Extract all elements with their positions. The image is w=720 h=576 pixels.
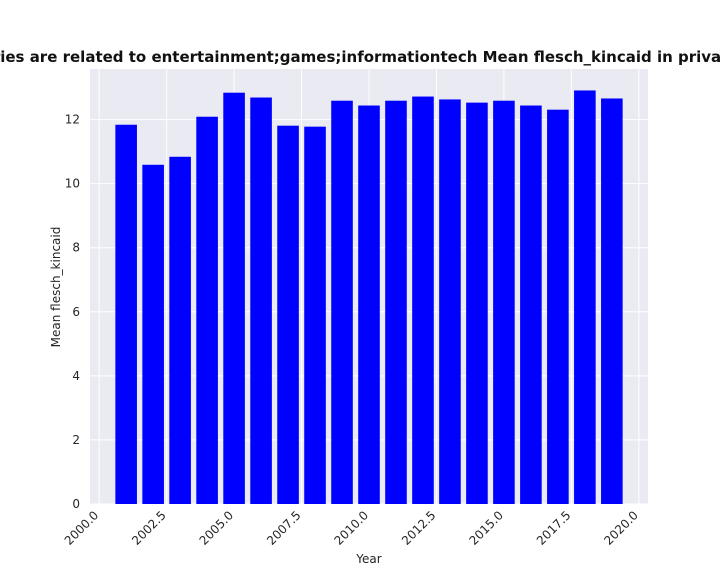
x-tick-label: 2020.0	[601, 508, 641, 548]
bar	[196, 116, 218, 505]
bar	[277, 125, 299, 504]
x-tick-label: 2012.5	[399, 508, 439, 548]
y-tick-label: 8	[72, 241, 80, 255]
x-tick-label: 2002.5	[129, 508, 169, 548]
x-tick-label: 2000.0	[62, 508, 102, 548]
y-tick-label: 2	[72, 433, 80, 447]
y-tick-label: 4	[72, 369, 80, 383]
bar	[250, 97, 272, 504]
bar	[385, 100, 407, 505]
x-tick-label: 2017.5	[534, 508, 574, 548]
x-tick-label: 2005.0	[197, 508, 237, 548]
y-tick-label: 10	[65, 177, 80, 191]
bar	[439, 99, 461, 504]
x-tick-label: 2010.0	[332, 508, 372, 548]
bar	[142, 164, 164, 505]
bar	[223, 92, 245, 504]
bar	[520, 105, 542, 504]
y-tick-label: 0	[72, 497, 80, 511]
bar	[304, 126, 326, 504]
bar	[169, 156, 191, 504]
bar	[574, 90, 596, 505]
bar	[412, 96, 434, 505]
y-tick-label: 6	[72, 305, 80, 319]
bar	[115, 124, 137, 504]
chart-title: egories are related to entertainment;gam…	[0, 48, 720, 66]
x-axis-label: Year	[355, 552, 381, 566]
bar	[358, 105, 380, 504]
y-tick-label: 12	[65, 113, 80, 127]
bar	[331, 100, 353, 505]
bar	[493, 100, 515, 505]
bar	[601, 98, 623, 504]
bar	[547, 109, 569, 504]
y-axis-label: Mean flesch_kincaid	[49, 227, 63, 348]
x-tick-label: 2015.0	[466, 508, 506, 548]
bar	[466, 102, 488, 504]
x-tick-label: 2007.5	[264, 508, 304, 548]
